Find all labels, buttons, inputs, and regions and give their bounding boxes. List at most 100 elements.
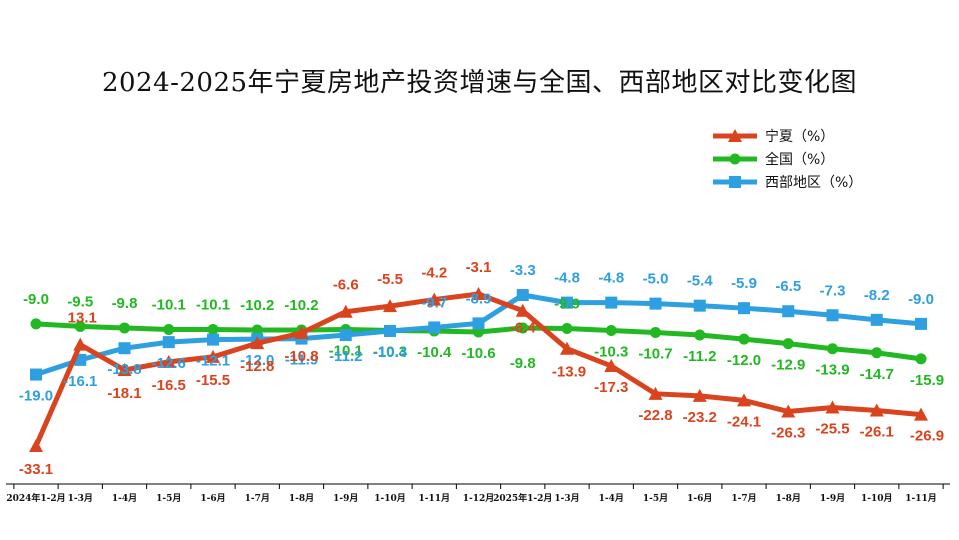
data-point-square [561, 296, 573, 309]
x-tick-label: 1-6月 [687, 493, 712, 504]
data-label: -12.6 [152, 355, 186, 372]
data-point-square [472, 317, 485, 330]
legend-marker [729, 176, 741, 188]
data-point-square [428, 321, 441, 334]
data-label: -5.9 [731, 275, 757, 292]
data-label: -4.8 [554, 270, 580, 287]
data-label: -22.8 [638, 407, 672, 424]
data-point-triangle [471, 287, 486, 300]
data-point-square [118, 342, 131, 355]
x-tick-label: 1-6月 [200, 493, 225, 504]
x-tick-label: 1-7月 [245, 493, 270, 504]
data-label: -10.3 [594, 343, 628, 360]
data-label: -19.0 [19, 388, 53, 405]
data-label: -9.7 [421, 294, 447, 311]
data-point-circle [251, 324, 263, 336]
x-tick-label: 2024年1-2月 [6, 492, 65, 504]
data-label: -10.1 [329, 342, 363, 359]
legend-marker [728, 129, 742, 142]
data-label: -13.8 [107, 361, 141, 378]
data-label: -5.4 [687, 273, 714, 290]
data-point-square [339, 329, 352, 342]
data-label: -9.8 [112, 295, 138, 312]
data-point-triangle [825, 400, 840, 414]
x-tick-label: 1-7月 [731, 493, 756, 504]
data-label: -26.3 [771, 425, 805, 442]
data-point-circle [650, 327, 661, 339]
data-point-circle [827, 343, 838, 355]
x-tick-label: 1-9月 [333, 493, 358, 504]
data-label: -4.8 [598, 270, 624, 287]
data-point-triangle [294, 326, 309, 340]
x-tick-label: 1-10月 [374, 493, 406, 504]
data-label: -10.7 [638, 346, 672, 363]
data-label: -10.6 [461, 345, 495, 362]
data-point-square [384, 324, 396, 337]
x-tick-label: 1-3月 [68, 493, 93, 504]
legend-label: 西部地区（%） [765, 175, 862, 191]
data-label: -12.8 [240, 358, 274, 375]
data-label: -6.6 [333, 277, 359, 294]
x-tick-label: 1-5月 [643, 493, 668, 504]
data-label: -10.1 [152, 296, 186, 313]
data-point-circle [74, 320, 86, 332]
x-tick-label: 1-8月 [776, 493, 801, 504]
data-label: -7.3 [820, 282, 846, 299]
data-label: -12.0 [727, 352, 761, 369]
data-point-circle [871, 347, 883, 359]
data-label: -6.5 [775, 278, 801, 295]
data-point-square [870, 313, 883, 326]
data-label: -24.1 [727, 413, 761, 430]
data-point-triangle [29, 439, 43, 452]
data-label: -25.5 [815, 420, 849, 437]
x-tick-label: 1-12月 [463, 493, 495, 504]
data-point-circle [694, 329, 706, 341]
data-label: -9.5 [67, 293, 93, 310]
data-label: -11.2 [683, 348, 716, 365]
data-label: -26.9 [910, 428, 944, 445]
data-point-triangle [648, 386, 663, 400]
data-point-circle [782, 338, 794, 350]
data-label: -8.2 [864, 287, 890, 304]
data-point-circle [915, 353, 927, 365]
data-point-circle [119, 322, 130, 334]
data-point-circle [738, 333, 750, 345]
data-point-square [915, 317, 927, 330]
data-point-triangle [161, 354, 176, 368]
x-tick-label: 1-3月 [554, 493, 579, 504]
data-label: -9.8 [510, 355, 536, 372]
data-label: -26.1 [860, 424, 894, 441]
data-point-triangle [560, 341, 574, 355]
data-point-square [693, 299, 706, 312]
x-tick-label: 1-10月 [861, 493, 893, 504]
data-label: -12.1 [196, 353, 230, 370]
x-tick-label: 1-11月 [418, 493, 450, 504]
data-point-square [30, 368, 42, 381]
x-tick-label: 1-4月 [112, 493, 137, 504]
data-point-triangle [869, 403, 884, 417]
data-point-square [605, 296, 618, 309]
data-label: -10.2 [240, 297, 274, 314]
data-point-triangle [914, 407, 928, 421]
data-label: -9.0 [23, 291, 49, 308]
data-label: -33.1 [19, 461, 53, 478]
data-label: -16.1 [63, 373, 97, 390]
data-point-circle [561, 322, 573, 334]
data-label: -10.3 [373, 343, 407, 360]
data-label: -11.9 [285, 352, 318, 369]
data-point-triangle [250, 336, 265, 350]
data-label: -11.2 [329, 348, 362, 365]
data-label: -17.3 [594, 379, 628, 396]
data-label: -3.3 [510, 262, 536, 279]
data-point-triangle [515, 303, 530, 317]
data-point-circle [605, 324, 617, 336]
data-point-square [649, 297, 662, 310]
x-tick-label: 1-4月 [599, 493, 624, 504]
x-tick-label: 2025年1-2月 [493, 492, 552, 504]
data-label: -5.5 [377, 271, 403, 288]
chart-title: 2024-2025年宁夏房地产投资增速与全国、西部地区对比变化图 [101, 68, 858, 98]
data-point-triangle [781, 404, 796, 418]
data-label: -15.5 [196, 372, 230, 389]
data-label: -10.2 [284, 297, 318, 314]
